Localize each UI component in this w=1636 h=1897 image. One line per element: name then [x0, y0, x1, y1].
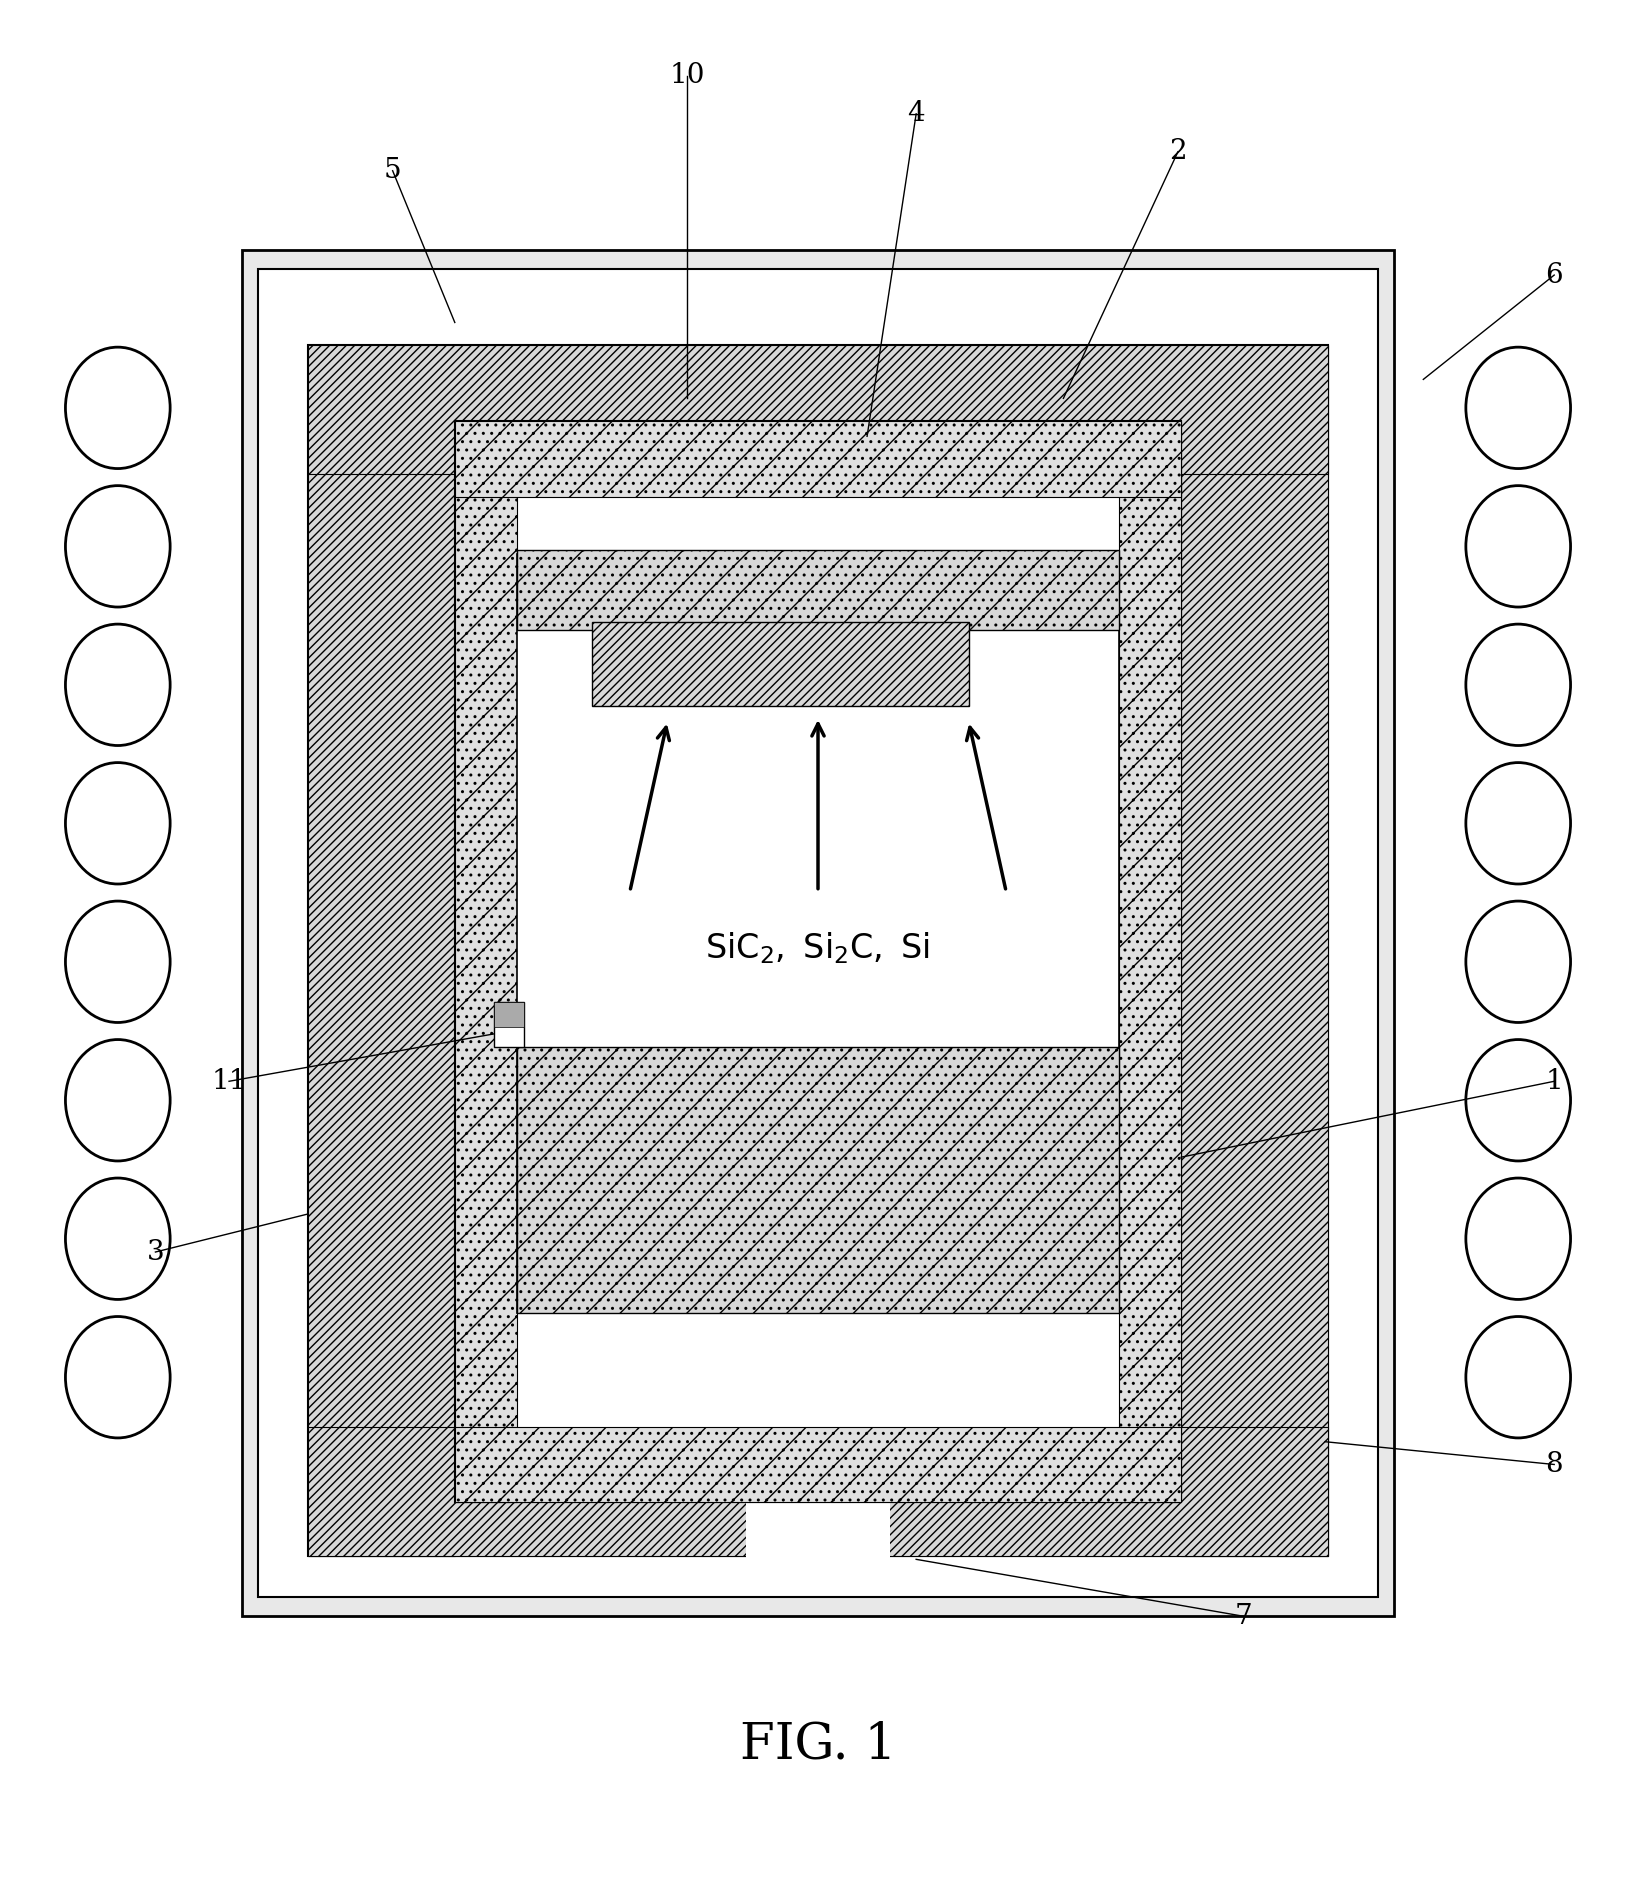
Bar [308, 345, 1328, 1556]
Text: 1: 1 [1546, 1068, 1562, 1095]
Bar [746, 1502, 890, 1559]
Bar [517, 554, 1119, 1313]
Bar [494, 1002, 524, 1047]
Bar [582, 421, 798, 478]
Bar [308, 1427, 1328, 1556]
Circle shape [65, 624, 170, 746]
Bar [494, 1002, 524, 1026]
Bar [258, 269, 1378, 1597]
Text: 11: 11 [211, 1068, 247, 1095]
Text: $\mathrm{SiC_2,\ Si_2C,\ Si}$: $\mathrm{SiC_2,\ Si_2C,\ Si}$ [705, 931, 931, 966]
Text: 5: 5 [384, 157, 401, 184]
Text: FIG. 1: FIG. 1 [739, 1721, 897, 1770]
Text: 6: 6 [1546, 262, 1562, 288]
Text: 8: 8 [1546, 1451, 1562, 1478]
Circle shape [1466, 1317, 1571, 1438]
Bar [455, 421, 517, 1502]
Circle shape [1466, 486, 1571, 607]
Bar [455, 421, 1181, 497]
Circle shape [65, 1178, 170, 1299]
Circle shape [65, 486, 170, 607]
Circle shape [65, 901, 170, 1022]
Bar [455, 421, 1181, 1502]
Bar [242, 250, 1394, 1616]
Bar [308, 345, 1328, 474]
Circle shape [1466, 763, 1571, 884]
Bar [517, 550, 1119, 630]
Bar [455, 1427, 1181, 1502]
Text: 4: 4 [908, 101, 924, 127]
Bar [308, 345, 455, 1556]
Circle shape [65, 1317, 170, 1438]
Circle shape [1466, 1178, 1571, 1299]
Text: 10: 10 [669, 63, 705, 89]
Circle shape [1466, 901, 1571, 1022]
Text: 7: 7 [1235, 1603, 1252, 1630]
Circle shape [65, 347, 170, 469]
Bar [1181, 345, 1328, 1556]
Circle shape [1466, 624, 1571, 746]
Bar [592, 622, 969, 706]
Bar [517, 1047, 1119, 1313]
Circle shape [1466, 1040, 1571, 1161]
Text: 2: 2 [1170, 138, 1186, 165]
Bar [1119, 421, 1181, 1502]
Circle shape [65, 1040, 170, 1161]
Circle shape [1466, 347, 1571, 469]
Circle shape [65, 763, 170, 884]
Text: 3: 3 [147, 1239, 164, 1265]
